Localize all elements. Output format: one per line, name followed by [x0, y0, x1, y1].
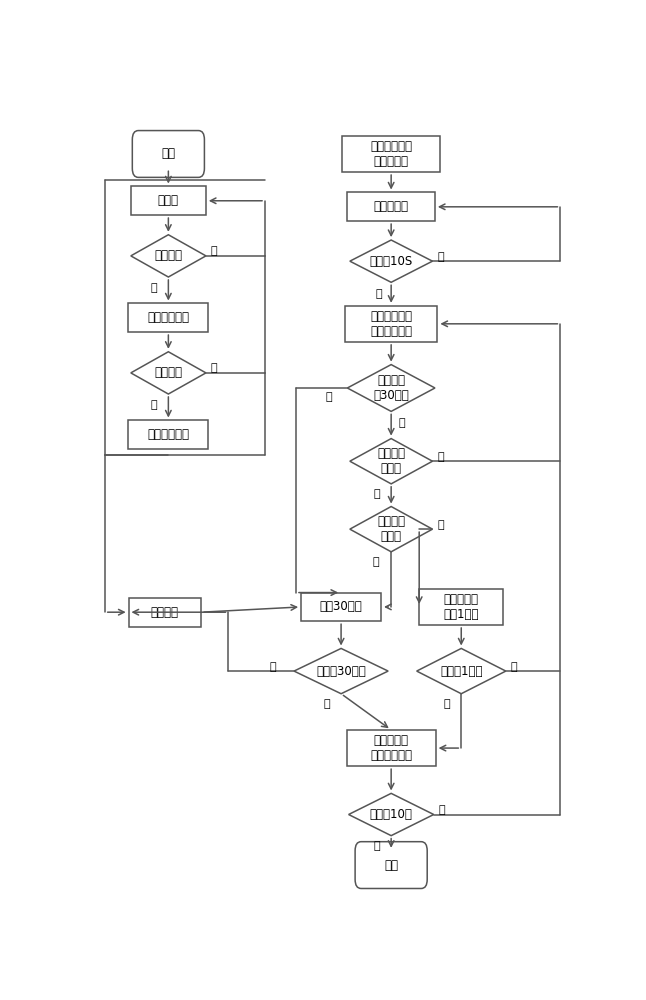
Text: 结束: 结束 — [384, 859, 398, 872]
Polygon shape — [350, 507, 432, 552]
Text: 否: 否 — [211, 363, 218, 373]
Text: 是: 是 — [150, 400, 157, 410]
Bar — [129, 598, 201, 627]
Polygon shape — [294, 648, 388, 694]
Text: 开始: 开始 — [162, 147, 175, 160]
Text: 第一次收集
计时1小时: 第一次收集 计时1小时 — [444, 593, 479, 621]
Text: 收集是否
满30分钟: 收集是否 满30分钟 — [373, 374, 409, 402]
Text: 是否第一
次收集: 是否第一 次收集 — [377, 515, 405, 543]
Text: 蠕动泵、步进
电机同时工作: 蠕动泵、步进 电机同时工作 — [370, 310, 412, 338]
Text: 是: 是 — [437, 520, 444, 530]
Bar — [129, 420, 209, 449]
Bar — [348, 192, 435, 221]
Text: 蠕动泵工作: 蠕动泵工作 — [373, 200, 409, 213]
Text: 否: 否 — [211, 246, 218, 256]
Bar — [130, 186, 206, 215]
Text: 是否到1小时: 是否到1小时 — [440, 665, 483, 678]
Polygon shape — [417, 648, 506, 694]
Text: 否: 否 — [373, 557, 379, 567]
Text: 是否下雨: 是否下雨 — [154, 249, 182, 262]
Bar — [419, 589, 503, 625]
Text: 否: 否 — [437, 452, 444, 462]
Text: 否: 否 — [437, 252, 444, 262]
Text: 否: 否 — [270, 662, 276, 672]
FancyBboxPatch shape — [355, 842, 427, 888]
Polygon shape — [348, 365, 435, 411]
Text: 初始化: 初始化 — [158, 194, 179, 207]
Text: 是否满10S: 是否满10S — [370, 255, 413, 268]
Text: 否: 否 — [399, 418, 405, 428]
Text: 否: 否 — [511, 662, 517, 672]
Bar — [345, 306, 437, 342]
Text: 是: 是 — [326, 392, 332, 402]
Text: 是: 是 — [324, 699, 330, 709]
Text: 步进电机工
作转到废水管: 步进电机工 作转到废水管 — [370, 734, 412, 762]
Text: 是否满10次: 是否满10次 — [370, 808, 413, 821]
Text: 是否收满: 是否收满 — [154, 366, 182, 379]
Polygon shape — [130, 352, 206, 394]
Text: 集雨仓盖打开: 集雨仓盖打开 — [147, 311, 189, 324]
Text: 计时30分钟: 计时30分钟 — [320, 600, 362, 613]
Text: 否: 否 — [439, 805, 445, 815]
Bar — [129, 303, 209, 332]
Text: 是否到30分钟: 是否到30分钟 — [316, 665, 366, 678]
Text: 是: 是 — [374, 841, 380, 851]
Polygon shape — [350, 240, 432, 282]
Bar — [347, 730, 435, 766]
Polygon shape — [130, 235, 206, 277]
Text: 是: 是 — [374, 489, 380, 499]
Polygon shape — [349, 793, 433, 836]
Bar — [342, 136, 440, 172]
FancyBboxPatch shape — [132, 131, 204, 177]
Bar — [301, 593, 381, 621]
Text: 是: 是 — [444, 699, 450, 709]
Text: 收集试管
是否满: 收集试管 是否满 — [377, 447, 405, 475]
Text: 是: 是 — [375, 289, 382, 299]
Text: 集雨仓盖关闭: 集雨仓盖关闭 — [147, 428, 189, 441]
Text: 超时报警: 超时报警 — [151, 606, 179, 619]
Text: 试管收集雨水
装置初始化: 试管收集雨水 装置初始化 — [370, 140, 412, 168]
Text: 是: 是 — [150, 283, 157, 293]
Polygon shape — [350, 439, 432, 484]
